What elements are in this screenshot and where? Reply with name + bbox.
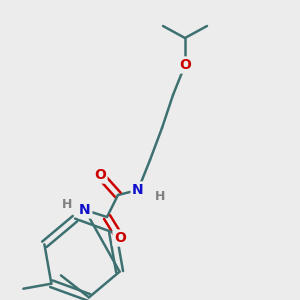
Text: N: N bbox=[132, 183, 144, 197]
Text: O: O bbox=[114, 231, 126, 245]
Text: N: N bbox=[79, 203, 91, 217]
Text: H: H bbox=[62, 197, 72, 211]
Text: O: O bbox=[179, 58, 191, 72]
Text: H: H bbox=[155, 190, 165, 203]
Text: O: O bbox=[94, 168, 106, 182]
